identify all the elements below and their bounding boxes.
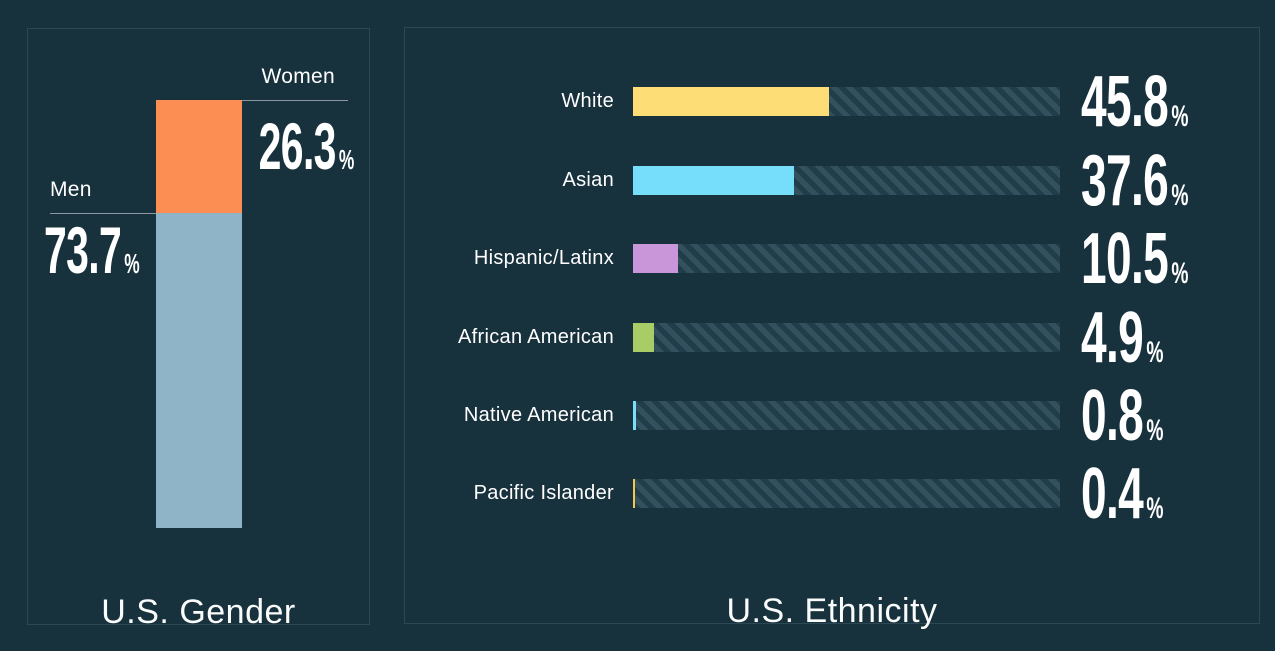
ethnicity-value-number: 0.8 <box>1081 375 1144 456</box>
ethnicity-row-pacific-islander: Pacific Islander 0.4% <box>405 458 1259 530</box>
ethnicity-value-unit: % <box>1146 491 1164 525</box>
ethnicity-row-label: Native American <box>463 404 614 426</box>
men-value-number: 73.7 <box>44 213 122 287</box>
women-callout-line <box>242 100 348 101</box>
ethnicity-row-value: 0.4% <box>1081 458 1163 530</box>
ethnicity-value-number: 4.9 <box>1081 297 1144 378</box>
ethnicity-value-number: 45.8 <box>1081 61 1169 142</box>
ethnicity-row-hispanic-latinx: Hispanic/Latinx 10.5% <box>405 223 1259 295</box>
ethnicity-value-unit: % <box>1171 256 1189 290</box>
ethnicity-value-unit: % <box>1171 178 1189 212</box>
ethnicity-chart-title: U.S. Ethnicity <box>726 592 938 630</box>
ethnicity-value-number: 10.5 <box>1081 218 1169 299</box>
women-value-unit: % <box>338 144 354 175</box>
ethnicity-row-label: Hispanic/Latinx <box>473 247 614 269</box>
ethnicity-row-value: 37.6% <box>1081 145 1188 217</box>
ethnicity-bar-asian <box>633 166 794 195</box>
ethnicity-chart-panel: White 45.8% Asian 37.6% Hispanic/Latinx … <box>404 27 1260 628</box>
ethnicity-bar-native-american <box>633 401 637 430</box>
ethnicity-value-number: 37.6 <box>1081 140 1169 221</box>
ethnicity-value-number: 0.4 <box>1081 453 1144 534</box>
ethnicity-row-value: 4.9% <box>1081 302 1163 374</box>
gender-stacked-bar <box>156 100 242 528</box>
ethnicity-row-asian: Asian 37.6% <box>405 145 1259 217</box>
ethnicity-value-unit: % <box>1146 335 1164 369</box>
gender-chart-title: U.S. Gender <box>101 593 296 631</box>
men-value: 73.7% <box>44 217 140 283</box>
women-label: Women <box>261 65 335 88</box>
ethnicity-bar-track <box>633 166 1060 195</box>
ethnicity-bar-white <box>633 87 829 116</box>
ethnicity-row-value: 0.8% <box>1081 380 1163 452</box>
ethnicity-bar-track <box>633 323 1060 352</box>
men-label: Men <box>50 178 92 201</box>
ethnicity-bar-pacific-islander <box>633 479 635 508</box>
men-callout-line <box>50 213 156 214</box>
ethnicity-bar-track <box>633 479 1060 508</box>
ethnicity-bar-african-american <box>633 323 654 352</box>
women-value-number: 26.3 <box>258 109 336 183</box>
ethnicity-bar-hispanic-latinx <box>633 244 678 273</box>
ethnicity-row-white: White 45.8% <box>405 66 1259 138</box>
ethnicity-row-label: Pacific Islander <box>473 482 614 504</box>
gender-chart-panel: Women 26.3% Men 73.7% U.S. Gender <box>27 28 370 629</box>
ethnicity-row-native-american: Native American 0.8% <box>405 380 1259 452</box>
ethnicity-row-label: African American <box>458 326 614 348</box>
ethnicity-row-african-american: African American 4.9% <box>405 302 1259 374</box>
ethnicity-row-label: Asian <box>562 169 614 191</box>
ethnicity-value-unit: % <box>1171 99 1189 133</box>
women-value: 26.3% <box>258 113 354 179</box>
ethnicity-bar-track <box>633 244 1060 273</box>
ethnicity-row-value: 45.8% <box>1081 66 1188 138</box>
ethnicity-bar-track <box>633 87 1060 116</box>
men-value-unit: % <box>124 248 140 279</box>
women-bar-segment <box>156 100 242 213</box>
ethnicity-value-unit: % <box>1146 413 1164 447</box>
men-bar-segment <box>156 212 242 528</box>
ethnicity-row-value: 10.5% <box>1081 223 1188 295</box>
ethnicity-bar-track <box>633 401 1060 430</box>
ethnicity-row-label: White <box>561 90 614 112</box>
